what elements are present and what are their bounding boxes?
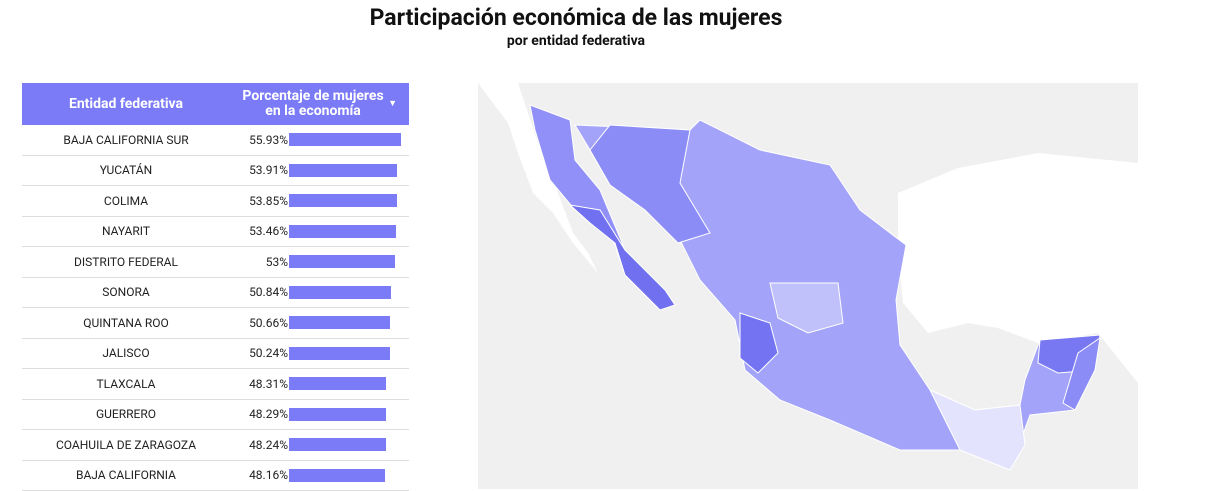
- state-name: BAJA CALIFORNIA SUR: [22, 133, 230, 147]
- table-header: Entidad federativa Porcentaje de mujeres…: [22, 83, 409, 125]
- state-name: COAHUILA DE ZARAGOZA: [22, 438, 230, 452]
- value-label: 48.16%: [230, 468, 288, 482]
- value-label: 53.46%: [230, 224, 288, 238]
- bar: [289, 408, 386, 421]
- bar: [289, 469, 385, 482]
- value-label: 55.93%: [230, 133, 288, 147]
- state-name: GUERRERO: [22, 407, 230, 421]
- title: Participación económica de las mujeres: [0, 4, 1152, 31]
- bar: [289, 255, 395, 268]
- map: [478, 83, 1138, 489]
- state-name: QUINTANA ROO: [22, 316, 230, 330]
- value-label: 48.31%: [230, 377, 288, 391]
- value-label: 50.24%: [230, 346, 288, 360]
- value-label: 48.24%: [230, 438, 288, 452]
- state-name: TLAXCALA: [22, 377, 230, 391]
- value-label: 50.66%: [230, 316, 288, 330]
- value-label: 53.91%: [230, 163, 288, 177]
- table: Entidad federativa Porcentaje de mujeres…: [22, 83, 409, 491]
- bar: [289, 377, 386, 390]
- bar: [289, 225, 396, 238]
- bar: [289, 194, 397, 207]
- state-name: NAYARIT: [22, 224, 230, 238]
- bar: [289, 347, 390, 360]
- state-name: COLIMA: [22, 194, 230, 208]
- value-label: 50.84%: [230, 285, 288, 299]
- bar: [289, 133, 401, 146]
- bar: [289, 316, 390, 329]
- state-name: SONORA: [22, 285, 230, 299]
- state-name: DISTRITO FEDERAL: [22, 255, 230, 269]
- bar: [289, 286, 391, 299]
- state-name: YUCATÁN: [22, 163, 230, 177]
- state-name: BAJA CALIFORNIA: [22, 468, 230, 482]
- bar: [289, 164, 397, 177]
- state-name: JALISCO: [22, 346, 230, 360]
- header-cell[interactable]: Entidad federativa: [22, 83, 230, 125]
- sort-icon: ▼: [388, 97, 397, 112]
- value-label: 53%: [230, 255, 288, 269]
- value-label: 48.29%: [230, 407, 288, 421]
- bar: [289, 438, 386, 451]
- subtitle: por entidad federativa: [0, 33, 1152, 49]
- header-text: Porcentaje de mujeres en la economía: [242, 89, 384, 119]
- value-label: 53.85%: [230, 194, 288, 208]
- header-cell[interactable]: Porcentaje de mujeres en la economía ▼: [230, 83, 409, 125]
